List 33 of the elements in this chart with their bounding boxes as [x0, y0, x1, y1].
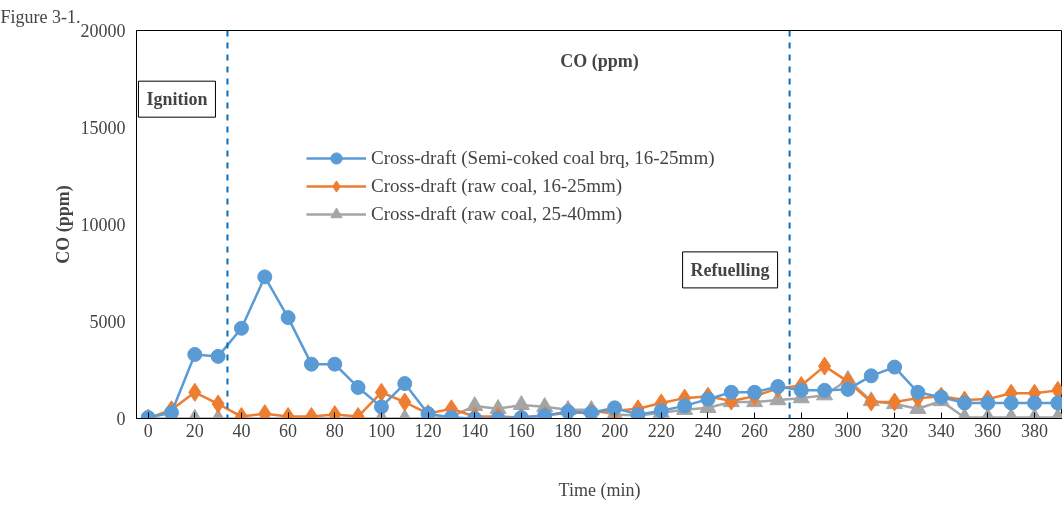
ref-line-label: Refuelling [690, 259, 770, 280]
x-tick-label: 40 [232, 420, 251, 441]
x-tick-label: 140 [461, 420, 489, 441]
x-tick-label: 360 [974, 420, 1002, 441]
x-tick-label: 200 [601, 420, 629, 441]
x-tick-label: 240 [694, 420, 722, 441]
legend-label: Cross-draft (Semi-coked coal brq, 16-25mm) [371, 146, 715, 170]
x-tick-label: 0 [143, 420, 153, 441]
caption: Figure 3-1. [0, 6, 81, 27]
legend-label: Cross-draft (raw coal, 25-40mm) [371, 202, 623, 226]
x-tick-label: 80 [325, 420, 344, 441]
y-tick-label: 10000 [80, 215, 126, 235]
x-tick-label: 220 [647, 420, 675, 441]
x-tick-label: 100 [367, 420, 395, 441]
y-tick-label: 20000 [80, 21, 126, 41]
y-tick-label: 15000 [80, 118, 126, 138]
x-tick-label: 260 [741, 420, 769, 441]
x-tick-label: 340 [927, 420, 955, 441]
x-tick-label: 160 [507, 420, 535, 441]
x-tick-label: 120 [414, 420, 442, 441]
legend-label: Cross-draft (raw coal, 16-25mm) [371, 174, 623, 198]
x-tick-label: 60 [279, 420, 298, 441]
x-tick-label: 320 [881, 420, 909, 441]
x-tick-label: 180 [554, 420, 582, 441]
x-tick-label: 380 [1021, 420, 1049, 441]
x-axis-title: Time (min) [558, 479, 641, 501]
text: CO (ppm) [560, 50, 639, 72]
x-tick-label: 300 [834, 420, 862, 441]
x-tick-label: 20 [185, 420, 204, 441]
y-axis-title: CO (ppm) [52, 185, 74, 264]
x-tick-label: 280 [787, 420, 815, 441]
y-tick-label: 5000 [89, 312, 126, 332]
ref-line-label: Ignition [146, 89, 208, 110]
